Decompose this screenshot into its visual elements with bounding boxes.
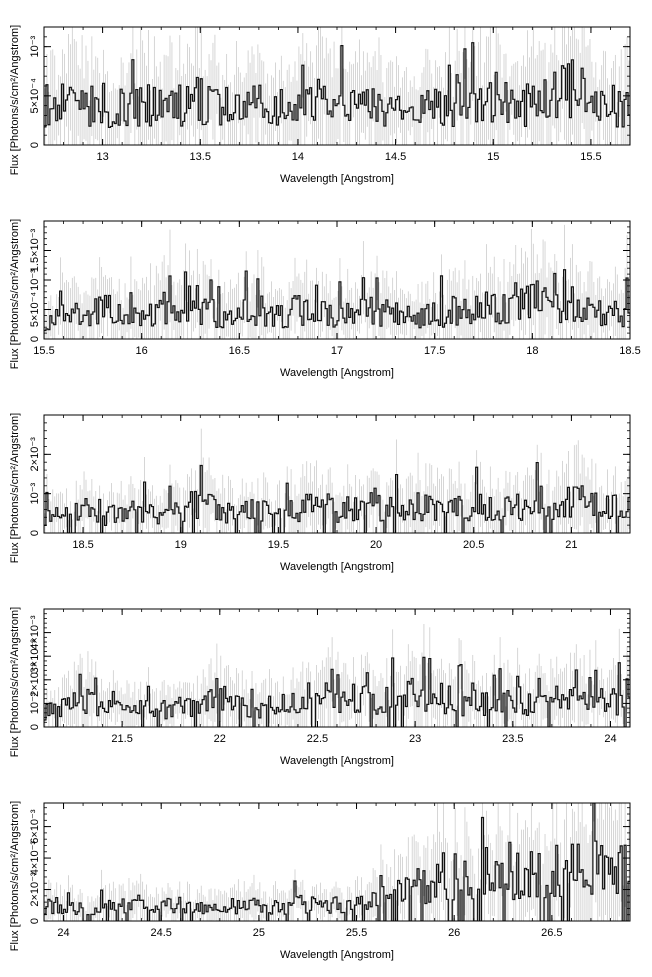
x-tick-label: 17 bbox=[331, 345, 343, 357]
y-tick-label: 1.5×10⁻³ bbox=[29, 228, 41, 272]
x-tick-label: 19 bbox=[175, 539, 187, 551]
x-tick-label: 25 bbox=[253, 927, 265, 939]
y-tick-label: 0 bbox=[29, 142, 41, 148]
x-tick-label: 22 bbox=[214, 733, 226, 745]
error-bars bbox=[44, 803, 630, 921]
x-tick-label: 18.5 bbox=[72, 539, 93, 551]
y-tick-label: 10⁻³ bbox=[29, 482, 41, 504]
y-axis-label: Flux [Photons/s/cm²/Angstrom] bbox=[9, 801, 21, 951]
y-tick-label: 2×10⁻³ bbox=[29, 872, 41, 907]
x-tick-label: 22.5 bbox=[307, 733, 328, 745]
x-tick-label: 15.5 bbox=[33, 345, 54, 357]
y-tick-label: 0 bbox=[29, 724, 41, 730]
flux-step-line bbox=[44, 656, 630, 727]
x-tick-label: 18 bbox=[526, 345, 538, 357]
x-tick-label: 18.5 bbox=[619, 345, 640, 357]
x-tick-label: 19.5 bbox=[268, 539, 289, 551]
error-bars bbox=[44, 27, 630, 145]
y-tick-label: 0 bbox=[29, 336, 41, 342]
x-tick-label: 15.5 bbox=[580, 151, 601, 163]
x-tick-label: 24 bbox=[57, 927, 69, 939]
x-axis-label: Wavelength [Angstrom] bbox=[280, 561, 394, 573]
y-axis-label: Flux [Photons/s/cm²/Angstrom] bbox=[9, 607, 21, 757]
spectrum-panel-1: 13 13.5 14 14.5 15 15.5 0 5×10⁻⁴ 10⁻³ Wavelength … bbox=[9, 25, 631, 185]
x-tick-label: 15 bbox=[487, 151, 499, 163]
x-tick-label: 13 bbox=[96, 151, 108, 163]
x-tick-label: 24 bbox=[604, 733, 616, 745]
x-axis-label: Wavelength [Angstrom] bbox=[280, 755, 394, 767]
y-tick-label: 2×10⁻³ bbox=[29, 437, 41, 472]
x-tick-label: 20.5 bbox=[463, 539, 484, 551]
plot-area bbox=[44, 428, 630, 533]
flux-step-line bbox=[44, 803, 630, 921]
x-tick-label: 21 bbox=[565, 539, 577, 551]
flux-step-line bbox=[44, 42, 630, 129]
x-tick-label: 26.5 bbox=[541, 927, 562, 939]
x-tick-label: 16 bbox=[136, 345, 148, 357]
y-axis-label: Flux [Photons/s/cm²/Angstrom] bbox=[9, 25, 21, 175]
y-tick-label: 0 bbox=[29, 918, 41, 924]
y-axis-label: Flux [Photons/s/cm²/Angstrom] bbox=[9, 219, 21, 369]
y-tick-label: 6×10⁻³ bbox=[29, 809, 41, 844]
spectrum-panel-4: 21.5 22 22.5 23 23.5 24 0 10⁻³2×10⁻³3×10⁻³4×10⁻… bbox=[9, 607, 631, 767]
x-tick-label: 23 bbox=[409, 733, 421, 745]
x-axis-label: Wavelength [Angstrom] bbox=[280, 173, 394, 185]
spectrum-panel-3: 18.5 19 19.5 20 20.5 21 0 10⁻³ 2×10⁻³ Wavelength … bbox=[9, 413, 631, 573]
y-axis-label: Flux [Photons/s/cm²/Angstrom] bbox=[9, 413, 21, 563]
y-tick-label: 3×10⁻³ bbox=[29, 639, 41, 674]
y-tick-label: 10⁻³ bbox=[29, 35, 41, 57]
x-tick-label: 25.5 bbox=[346, 927, 367, 939]
plot-area bbox=[44, 27, 630, 145]
x-tick-label: 14 bbox=[292, 151, 304, 163]
y-tick-label: 4×10⁻³ bbox=[29, 615, 41, 650]
x-axis-label: Wavelength [Angstrom] bbox=[280, 949, 394, 961]
flux-step-line bbox=[44, 461, 630, 533]
x-tick-label: 24.5 bbox=[150, 927, 171, 939]
plot-area bbox=[44, 224, 630, 339]
x-tick-label: 23.5 bbox=[502, 733, 523, 745]
spectrum-panel-5: 24 24.5 25 25.5 26 26.5 0 2×10⁻³4×10⁻³6×10⁻³ Wav… bbox=[9, 801, 631, 961]
y-tick-label: 4×10⁻³ bbox=[29, 841, 41, 876]
plot-area bbox=[44, 623, 630, 727]
axes-frame bbox=[43, 608, 631, 728]
y-tick-label: 2×10⁻³ bbox=[29, 662, 41, 697]
x-tick-label: 21.5 bbox=[111, 733, 132, 745]
x-tick-label: 20 bbox=[370, 539, 382, 551]
x-tick-label: 13.5 bbox=[190, 151, 211, 163]
y-tick-label: 10⁻³ bbox=[29, 269, 41, 291]
x-tick-label: 14.5 bbox=[385, 151, 406, 163]
x-tick-label: 17.5 bbox=[424, 345, 445, 357]
y-tick-label: 5×10⁻⁴ bbox=[29, 78, 41, 114]
y-tick-label: 10⁻³ bbox=[29, 692, 41, 714]
flux-step-line bbox=[44, 269, 630, 332]
y-tick-label: 5×10⁻⁴ bbox=[29, 292, 41, 328]
x-tick-label: 16.5 bbox=[229, 345, 250, 357]
plot-area bbox=[44, 803, 630, 921]
y-tick-label: 0 bbox=[29, 530, 41, 536]
x-tick-label: 26 bbox=[448, 927, 460, 939]
x-axis-label: Wavelength [Angstrom] bbox=[280, 367, 394, 379]
spectrum-panel-2: 15.5 16 16.5 17 17.5 18 18.5 0 5×10⁻⁴10⁻³1.5×10⁻… bbox=[9, 219, 641, 379]
